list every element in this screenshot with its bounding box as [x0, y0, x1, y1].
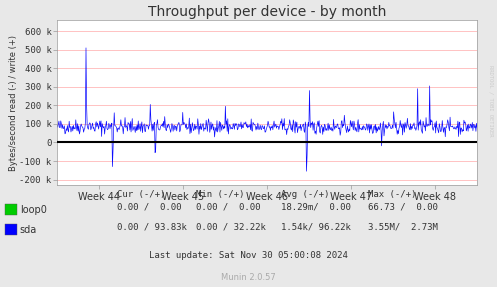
Text: loop0: loop0: [20, 205, 47, 214]
Text: 66.73 /  0.00: 66.73 / 0.00: [368, 203, 438, 212]
Text: Last update: Sat Nov 30 05:00:08 2024: Last update: Sat Nov 30 05:00:08 2024: [149, 251, 348, 260]
Text: Min (-/+): Min (-/+): [196, 190, 245, 199]
Text: 18.29m/  0.00: 18.29m/ 0.00: [281, 203, 351, 212]
Y-axis label: Bytes/second read (-) / write (+): Bytes/second read (-) / write (+): [9, 35, 18, 170]
Text: 0.00 /  0.00: 0.00 / 0.00: [196, 203, 261, 212]
Text: 0.00 / 32.22k: 0.00 / 32.22k: [196, 223, 266, 232]
Text: sda: sda: [20, 225, 37, 234]
Text: 0.00 / 93.83k: 0.00 / 93.83k: [117, 223, 187, 232]
Text: 1.54k/ 96.22k: 1.54k/ 96.22k: [281, 223, 351, 232]
Text: Max (-/+): Max (-/+): [368, 190, 416, 199]
Text: RRDTOOL / TOBI OETIKER: RRDTOOL / TOBI OETIKER: [489, 65, 494, 136]
Title: Throughput per device - by month: Throughput per device - by month: [148, 5, 386, 19]
Text: Avg (-/+): Avg (-/+): [281, 190, 329, 199]
Text: 0.00 /  0.00: 0.00 / 0.00: [117, 203, 181, 212]
Text: 3.55M/  2.73M: 3.55M/ 2.73M: [368, 223, 438, 232]
Text: Munin 2.0.57: Munin 2.0.57: [221, 273, 276, 282]
Text: Cur (-/+): Cur (-/+): [117, 190, 165, 199]
